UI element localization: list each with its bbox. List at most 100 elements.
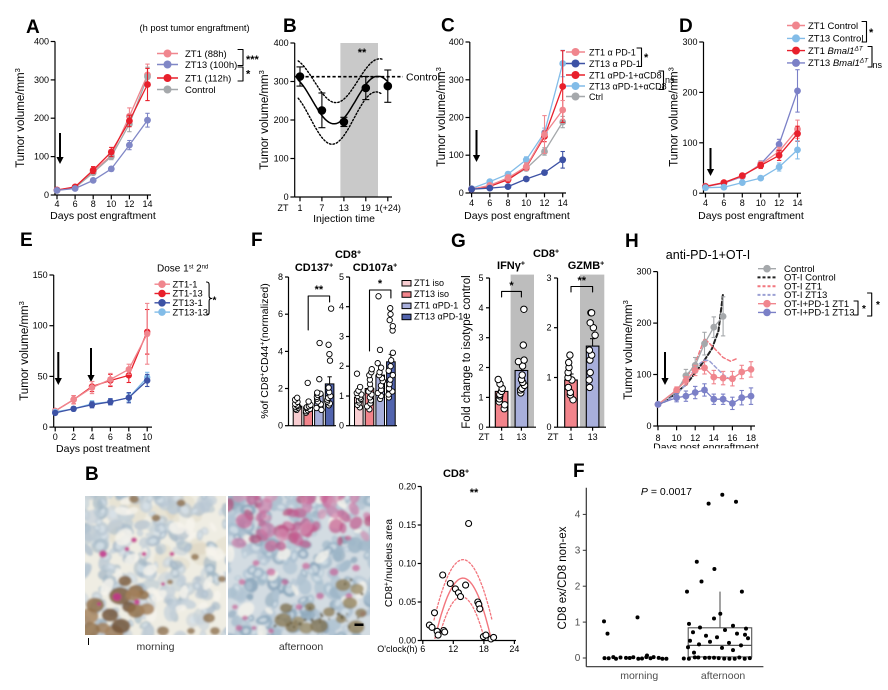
svg-text:A: A: [26, 17, 40, 38]
svg-text:***: ***: [246, 54, 260, 66]
svg-text:100: 100: [449, 150, 464, 160]
svg-text:Tumor volume/mm3: Tumor volume/mm3: [434, 67, 448, 167]
svg-text:10: 10: [142, 432, 152, 442]
svg-text:CD8+/nucleus area: CD8+/nucleus area: [383, 519, 395, 607]
svg-text:ZT13 iso: ZT13 iso: [414, 289, 449, 299]
svg-text:ZT13 Bmal1ΔT: ZT13 Bmal1ΔT: [808, 58, 869, 70]
svg-text:4: 4: [478, 303, 483, 313]
svg-text:**: **: [470, 487, 479, 499]
svg-text:*: *: [378, 278, 383, 290]
svg-text:200: 200: [274, 115, 289, 125]
svg-text:afternoon: afternoon: [701, 670, 746, 682]
svg-text:G: G: [451, 231, 466, 252]
svg-text:13: 13: [516, 432, 526, 442]
svg-text:Tumor volume/mm3: Tumor volume/mm3: [621, 300, 635, 400]
svg-text:**: **: [315, 284, 324, 296]
svg-text:0.20: 0.20: [399, 482, 417, 492]
svg-text:GZMB+: GZMB+: [568, 260, 604, 272]
svg-text:Tumor volume/mm3: Tumor volume/mm3: [667, 67, 681, 167]
svg-text:0.00: 0.00: [399, 636, 417, 646]
svg-text:18: 18: [746, 433, 756, 443]
svg-text:10: 10: [521, 198, 531, 208]
svg-text:1: 1: [568, 432, 573, 442]
svg-text:ZT1 αPD-1+αCD8: ZT1 αPD-1+αCD8: [589, 70, 662, 80]
svg-text:4: 4: [89, 432, 94, 442]
svg-text:8: 8: [740, 198, 745, 208]
svg-text:ZT1 αPD-1: ZT1 αPD-1: [414, 300, 458, 310]
svg-text:2: 2: [71, 432, 76, 442]
svg-text:morning: morning: [620, 670, 658, 682]
svg-text:12: 12: [690, 433, 700, 443]
svg-text:*: *: [644, 52, 649, 64]
svg-text:8: 8: [505, 198, 510, 208]
svg-text:200: 200: [449, 113, 464, 123]
svg-text:300: 300: [636, 267, 651, 277]
svg-text:0: 0: [44, 190, 49, 200]
svg-text:ns: ns: [873, 60, 883, 70]
svg-text:0: 0: [284, 192, 289, 202]
svg-text:**: **: [578, 275, 587, 287]
svg-text:8: 8: [655, 433, 660, 443]
svg-text:ZT1-13: ZT1-13: [173, 288, 203, 299]
svg-text:*: *: [862, 304, 866, 315]
svg-text:0: 0: [53, 432, 58, 442]
svg-text:anti-PD-1+OT-I: anti-PD-1+OT-I: [666, 248, 750, 262]
svg-text:3: 3: [575, 546, 581, 557]
svg-text:1: 1: [546, 373, 551, 383]
svg-text:F: F: [251, 230, 263, 251]
svg-text:0: 0: [692, 188, 697, 198]
svg-text:16: 16: [727, 433, 737, 443]
svg-text:Control: Control: [185, 85, 216, 96]
svg-text:5: 5: [478, 273, 483, 283]
svg-text:1: 1: [339, 391, 344, 401]
svg-text:7: 7: [319, 203, 324, 213]
svg-text:P = 0.0017: P = 0.0017: [641, 486, 692, 498]
svg-text:Ctrl: Ctrl: [589, 92, 603, 102]
svg-text:0: 0: [278, 421, 283, 431]
svg-text:Control: Control: [406, 71, 440, 83]
svg-text:4: 4: [469, 198, 474, 208]
svg-text:OT-I ZT13: OT-I ZT13: [784, 290, 827, 301]
svg-text:100: 100: [34, 152, 49, 162]
svg-text:19: 19: [361, 203, 371, 213]
svg-text:100: 100: [33, 321, 48, 331]
svg-text:200: 200: [636, 318, 651, 328]
svg-text:18: 18: [479, 644, 489, 654]
svg-text:300: 300: [34, 75, 49, 85]
svg-text:300: 300: [682, 37, 697, 47]
svg-text:ZT1-1: ZT1-1: [173, 278, 198, 289]
svg-text:200: 200: [34, 113, 49, 123]
svg-text:1(+24): 1(+24): [375, 203, 401, 213]
svg-text:Injection time: Injection time: [313, 213, 375, 225]
svg-text:0: 0: [575, 653, 581, 664]
svg-text:14: 14: [792, 198, 802, 208]
svg-text:5: 5: [339, 272, 344, 282]
svg-text:14: 14: [709, 433, 719, 443]
svg-text:B: B: [85, 464, 99, 485]
svg-text:1: 1: [575, 617, 581, 628]
svg-text:0: 0: [459, 188, 464, 198]
svg-text:4: 4: [278, 346, 283, 356]
svg-text:100: 100: [274, 154, 289, 164]
svg-text:*: *: [509, 280, 514, 292]
svg-text:2: 2: [478, 363, 483, 373]
svg-text:300: 300: [274, 77, 289, 87]
svg-text:8: 8: [278, 272, 283, 282]
svg-text:100: 100: [636, 370, 651, 380]
svg-text:0: 0: [43, 422, 48, 432]
svg-text:**: **: [358, 47, 367, 59]
svg-text:10: 10: [756, 198, 766, 208]
svg-text:6: 6: [73, 199, 78, 209]
svg-text:morning: morning: [137, 641, 175, 653]
svg-text:E: E: [20, 230, 33, 251]
svg-text:Tumor volume/mm3: Tumor volume/mm3: [13, 68, 27, 168]
svg-text:ZT13 (100h): ZT13 (100h): [185, 60, 237, 71]
svg-text:0: 0: [478, 422, 483, 432]
svg-text:10: 10: [106, 199, 116, 209]
svg-text:1: 1: [499, 432, 504, 442]
svg-text:F: F: [573, 461, 585, 482]
svg-text:D: D: [679, 16, 693, 37]
svg-text:6: 6: [420, 644, 425, 654]
svg-text:Tumor volume/mm3: Tumor volume/mm3: [257, 70, 271, 170]
svg-text:2: 2: [575, 581, 581, 592]
